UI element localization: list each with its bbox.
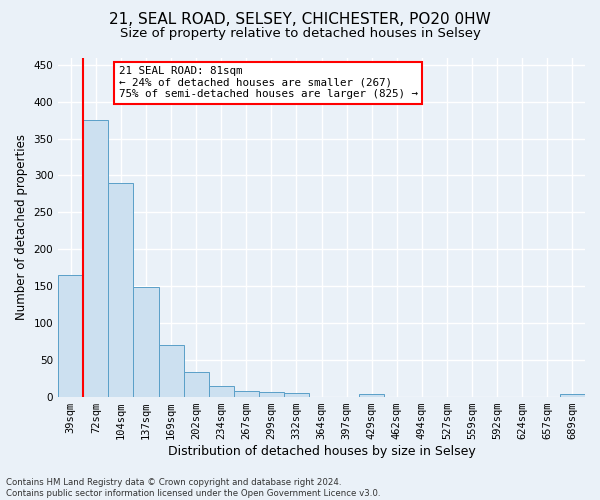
Bar	[58, 275, 83, 396]
Bar	[234, 392, 259, 396]
Bar	[158, 345, 184, 397]
Bar	[133, 288, 158, 397]
Bar	[284, 393, 309, 396]
Text: 21 SEAL ROAD: 81sqm
← 24% of detached houses are smaller (267)
75% of semi-detac: 21 SEAL ROAD: 81sqm ← 24% of detached ho…	[119, 66, 418, 99]
X-axis label: Distribution of detached houses by size in Selsey: Distribution of detached houses by size …	[168, 444, 475, 458]
Bar	[359, 394, 385, 396]
Text: 21, SEAL ROAD, SELSEY, CHICHESTER, PO20 0HW: 21, SEAL ROAD, SELSEY, CHICHESTER, PO20 …	[109, 12, 491, 28]
Bar	[209, 386, 234, 396]
Bar	[560, 394, 585, 396]
Y-axis label: Number of detached properties: Number of detached properties	[15, 134, 28, 320]
Bar	[259, 392, 284, 396]
Bar	[109, 183, 133, 396]
Text: Contains HM Land Registry data © Crown copyright and database right 2024.
Contai: Contains HM Land Registry data © Crown c…	[6, 478, 380, 498]
Bar	[184, 372, 209, 396]
Bar	[83, 120, 109, 396]
Text: Size of property relative to detached houses in Selsey: Size of property relative to detached ho…	[119, 28, 481, 40]
